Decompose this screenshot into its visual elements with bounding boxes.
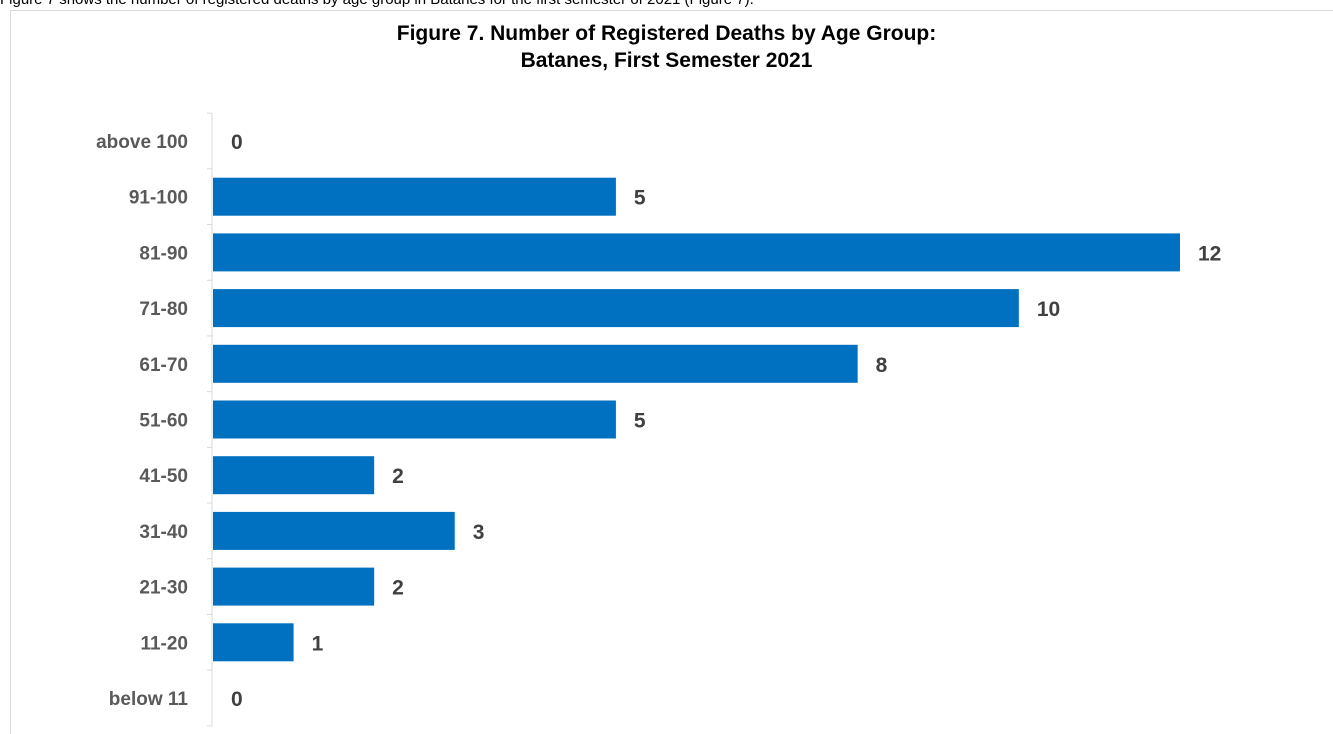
chart-title-line1: Figure 7. Number of Registered Deaths by… bbox=[396, 22, 937, 45]
bar bbox=[213, 511, 455, 550]
chart-frame bbox=[10, 10, 1333, 734]
category-label: 11-20 bbox=[140, 633, 188, 654]
data-label: 3 bbox=[473, 521, 485, 544]
category-label: 31-40 bbox=[139, 522, 188, 543]
clipped-caption: Figure 7 shows the number of registered … bbox=[0, 0, 1333, 10]
data-label: 0 bbox=[231, 688, 243, 711]
bar bbox=[213, 456, 375, 495]
bar bbox=[213, 567, 375, 606]
data-label: 5 bbox=[634, 410, 646, 433]
data-label: 2 bbox=[392, 577, 404, 600]
bar bbox=[213, 289, 1019, 328]
category-label: 41-50 bbox=[139, 466, 188, 487]
data-label: 12 bbox=[1198, 242, 1221, 265]
category-label: 21-30 bbox=[139, 578, 188, 599]
bar bbox=[213, 177, 616, 216]
clipped-caption-text: Figure 7 shows the number of registered … bbox=[0, 0, 754, 8]
data-label: 10 bbox=[1037, 298, 1060, 321]
category-label: 81-90 bbox=[139, 243, 188, 264]
bar bbox=[213, 344, 858, 383]
data-label: 5 bbox=[634, 187, 646, 210]
data-label: 2 bbox=[392, 465, 404, 488]
category-label: above 100 bbox=[96, 132, 188, 153]
bar bbox=[213, 233, 1180, 272]
category-label: 91-100 bbox=[129, 188, 188, 209]
category-label: below 11 bbox=[109, 689, 189, 710]
category-label: 51-60 bbox=[139, 411, 188, 432]
chart-title: Figure 7. Number of Registered Deaths by… bbox=[0, 20, 1333, 74]
data-label: 0 bbox=[231, 131, 243, 154]
chart-title-line2: Batanes, First Semester 2021 bbox=[520, 49, 813, 72]
data-label: 8 bbox=[876, 354, 888, 377]
data-label: 1 bbox=[312, 632, 324, 655]
bar bbox=[213, 400, 616, 439]
category-label: 71-80 bbox=[139, 299, 188, 320]
bar bbox=[213, 623, 294, 662]
category-label: 61-70 bbox=[139, 355, 188, 376]
